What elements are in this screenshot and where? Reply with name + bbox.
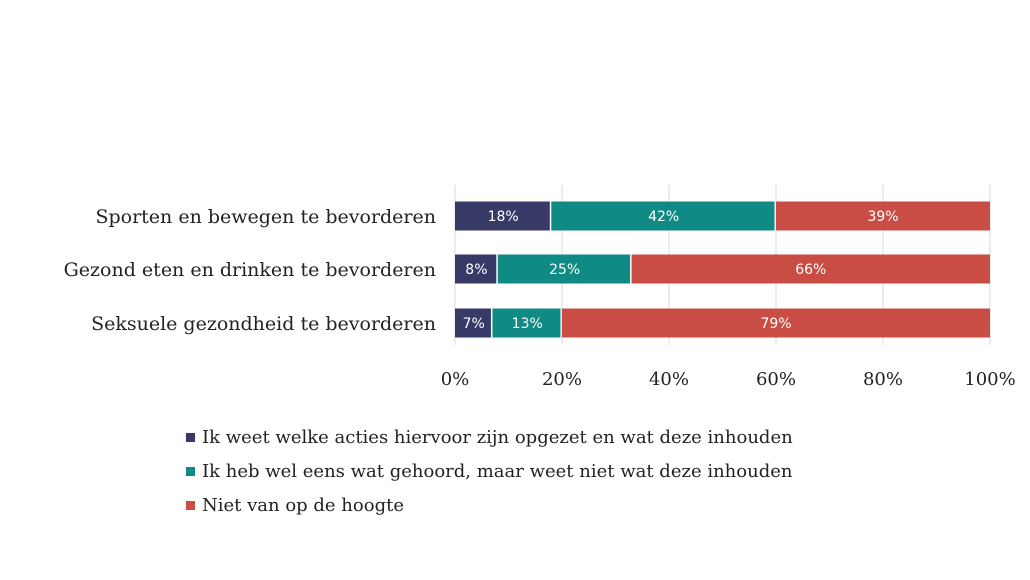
category-label: Gezond eten en drinken te bevorderen (64, 259, 436, 281)
bar-segment (455, 254, 497, 284)
data-label: 66% (795, 262, 826, 278)
bar-segment (455, 308, 491, 338)
legend-item: Ik weet welke acties hiervoor zijn opgez… (186, 420, 793, 454)
data-label: 25% (549, 262, 580, 278)
data-label: 42% (648, 209, 679, 225)
bars: 18% 42% 39% 8% 25% 66% 7% 13% 79% (455, 201, 990, 338)
bar-segment (562, 308, 990, 338)
bar-segment (497, 254, 631, 284)
data-label: 79% (760, 316, 791, 332)
legend: Ik weet welke acties hiervoor zijn opgez… (186, 420, 793, 522)
data-label: 39% (867, 209, 898, 225)
data-label: 8% (465, 262, 487, 278)
data-label: 18% (488, 209, 519, 225)
legend-swatch (186, 466, 195, 476)
x-tick-label: 60% (756, 369, 796, 390)
data-label: 7% (463, 316, 485, 332)
bar-segment (551, 201, 775, 231)
x-tick-label: 100% (964, 369, 1015, 390)
bar-segment (776, 201, 990, 231)
legend-swatch (186, 432, 195, 442)
x-tick-label: 0% (441, 369, 470, 390)
legend-label: Ik weet welke acties hiervoor zijn opgez… (202, 426, 793, 448)
legend-item: Niet van op de hoogte (186, 488, 793, 522)
legend-swatch (186, 500, 195, 510)
bar-segment (492, 308, 561, 338)
x-tick-label: 20% (542, 369, 582, 390)
data-label: 13% (512, 316, 543, 332)
bar-segment (455, 201, 550, 231)
legend-label: Ik heb wel eens wat gehoord, maar weet n… (202, 460, 793, 482)
legend-label: Niet van op de hoogte (202, 494, 404, 516)
category-label: Seksuele gezondheid te bevorderen (91, 313, 436, 335)
legend-item: Ik heb wel eens wat gehoord, maar weet n… (186, 454, 793, 488)
bar-segment (631, 254, 990, 284)
x-tick-label: 80% (863, 369, 903, 390)
x-tick-label: 40% (649, 369, 689, 390)
category-label: Sporten en bewegen te bevorderen (95, 206, 436, 228)
category-labels: Sporten en bewegen te bevorderen Gezond e… (64, 206, 436, 335)
x-tick-labels: 0% 20% 40% 60% 80% 100% (441, 369, 1016, 390)
